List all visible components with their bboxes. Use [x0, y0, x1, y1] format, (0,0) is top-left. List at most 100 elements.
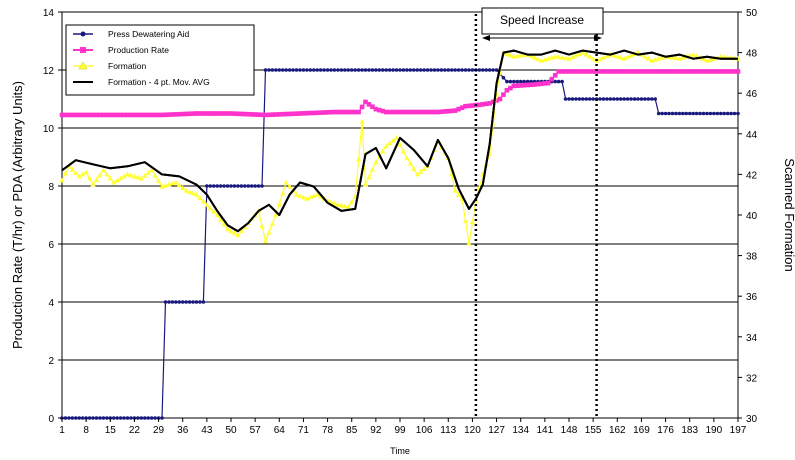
formation-point — [173, 179, 179, 185]
pda-point — [163, 300, 168, 304]
pda-point — [174, 300, 178, 304]
pda-point — [225, 184, 230, 188]
pda-point — [425, 68, 430, 72]
pda-point — [494, 68, 499, 72]
pda-point — [205, 184, 209, 188]
formation-point — [345, 204, 351, 209]
pda-point — [729, 111, 733, 116]
pda-point — [411, 68, 416, 72]
formation-point — [559, 54, 565, 60]
pda-point — [639, 97, 644, 101]
formation-point — [380, 148, 386, 154]
production-point — [259, 112, 265, 118]
pda-point — [349, 68, 354, 72]
formation-point — [373, 159, 379, 165]
pda-point — [322, 68, 326, 72]
production-point — [690, 69, 696, 74]
formation-point — [359, 118, 365, 124]
y-axis-title: Production Rate (T/hr) or PDA (Arbitrary… — [10, 81, 25, 349]
pda-point — [208, 184, 213, 188]
production-point — [559, 69, 565, 74]
production-point — [401, 109, 406, 115]
pda-point — [308, 68, 313, 72]
pda-point — [94, 416, 99, 420]
pda-point — [98, 416, 102, 420]
pda-point — [215, 184, 220, 188]
production-point — [542, 81, 548, 86]
formation-point — [190, 190, 196, 196]
formation-point — [304, 195, 310, 201]
formation-point — [580, 49, 586, 55]
production-point — [666, 69, 672, 74]
pda-point — [329, 68, 333, 72]
legend-marker-pda — [80, 31, 86, 37]
x-tick-label: 78 — [322, 425, 334, 436]
production-point — [428, 109, 434, 115]
x-tick-label: 99 — [394, 425, 406, 436]
production-point — [439, 109, 444, 115]
pda-point — [125, 416, 130, 420]
pda-point — [691, 111, 695, 116]
production-point — [280, 111, 286, 117]
formation-point — [331, 200, 338, 206]
pda-point — [722, 111, 727, 116]
formation-point — [152, 172, 158, 178]
production-point — [287, 111, 292, 117]
production-point — [459, 105, 465, 110]
formation-point — [155, 178, 162, 184]
pda-point — [584, 97, 589, 101]
y2-tick-label: 36 — [746, 292, 758, 303]
formation-point — [311, 193, 317, 199]
pda-point — [222, 184, 226, 188]
production-point — [245, 111, 251, 117]
pda-point — [656, 111, 661, 116]
formation-point — [180, 185, 186, 190]
production-point — [294, 111, 299, 116]
formation-point — [100, 167, 106, 173]
formation-point — [507, 52, 513, 58]
production-point — [342, 109, 348, 115]
formation-point — [93, 177, 100, 182]
pda-point — [277, 68, 282, 72]
pda-point — [467, 68, 471, 72]
pda-point — [405, 68, 409, 72]
x-tick-label: 106 — [416, 425, 433, 436]
formation-point — [121, 173, 127, 179]
formation-point — [307, 194, 313, 200]
formation-point — [562, 55, 569, 61]
formation-point — [287, 183, 293, 189]
pda-point — [449, 68, 454, 72]
production-point — [208, 111, 213, 116]
production-point — [249, 112, 254, 117]
y2-tick-label: 38 — [746, 252, 758, 263]
legend-item-production: Production Rate — [73, 45, 169, 55]
formation-point — [128, 172, 134, 178]
left-axis-ticks: 0 2 4 6 8 10 12 14 — [43, 8, 62, 425]
pda-point — [732, 111, 737, 116]
production-point — [59, 112, 65, 118]
production-point — [708, 69, 713, 74]
pda-point — [512, 79, 516, 84]
formation-point — [262, 238, 269, 244]
production-point — [621, 69, 627, 74]
pda-point — [122, 416, 126, 420]
y-tick-label: 12 — [43, 66, 55, 77]
pda-point — [184, 300, 188, 304]
pda-point — [567, 97, 571, 101]
formation-point — [138, 175, 144, 181]
x-tick-label: 64 — [274, 425, 286, 436]
production-point — [511, 83, 517, 89]
pda-point — [518, 79, 523, 84]
production-point — [73, 112, 79, 118]
production-point — [163, 112, 168, 118]
pda-point — [463, 68, 468, 72]
production-point — [132, 112, 137, 118]
pda-point — [211, 184, 216, 188]
formation-point — [135, 174, 141, 180]
production-point — [211, 111, 217, 116]
pda-point — [111, 416, 116, 420]
production-point — [121, 112, 127, 118]
pda-point — [556, 79, 561, 84]
production-point — [380, 108, 386, 114]
production-point — [649, 69, 655, 74]
